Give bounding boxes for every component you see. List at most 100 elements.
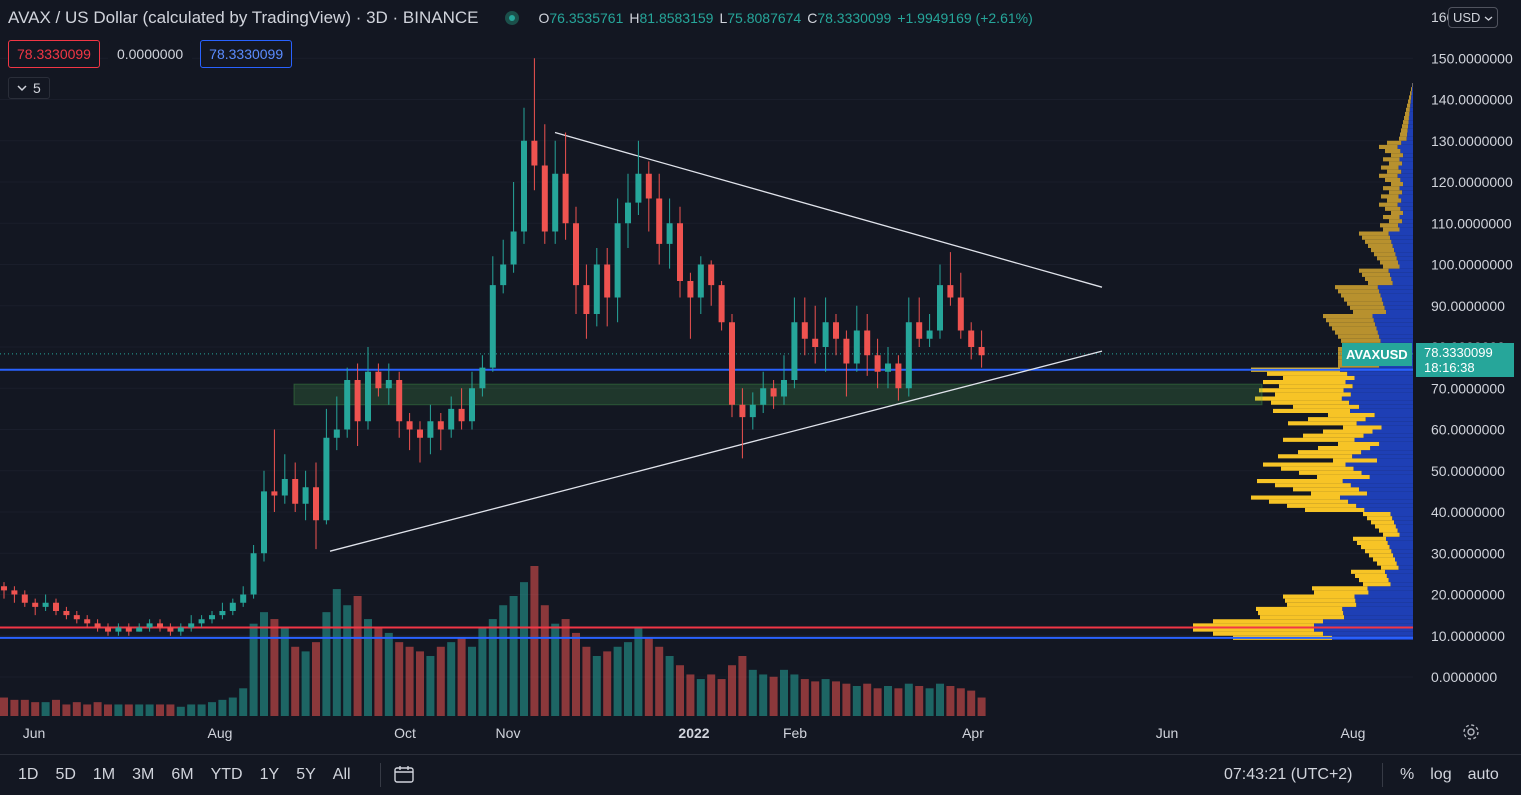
profile-bar xyxy=(1368,590,1413,594)
candle-body xyxy=(136,628,142,632)
grid-lines xyxy=(0,58,1413,677)
candle-body xyxy=(417,430,423,438)
percent-scale-button[interactable]: % xyxy=(1400,766,1414,784)
bid-price-box[interactable]: 78.3330099 xyxy=(8,40,100,68)
candle-body xyxy=(334,430,340,438)
calendar-icon[interactable] xyxy=(394,765,414,783)
indicators-toggle[interactable]: 5 xyxy=(8,77,50,99)
profile-bar xyxy=(1347,302,1383,306)
profile-bar xyxy=(1353,384,1413,388)
candle-body xyxy=(105,628,111,632)
profile-bar xyxy=(1385,306,1413,310)
profile-bar xyxy=(1391,153,1403,157)
profile-bar xyxy=(1385,178,1400,182)
profile-bar xyxy=(1373,430,1414,434)
profile-bar xyxy=(1343,479,1413,483)
volume-bar xyxy=(177,707,185,716)
profile-bar xyxy=(1394,248,1413,252)
candle-body xyxy=(251,553,257,594)
profile-bar xyxy=(1393,244,1413,248)
profile-bar xyxy=(1393,281,1413,285)
candle-body xyxy=(219,611,225,615)
profile-bar xyxy=(1399,137,1407,141)
candle-body xyxy=(459,409,465,421)
range-button-3m[interactable]: 3M xyxy=(132,766,154,784)
volume-bar xyxy=(582,647,590,716)
profile-bar xyxy=(1305,508,1364,512)
range-button-6m[interactable]: 6M xyxy=(171,766,193,784)
candle-body xyxy=(791,322,797,380)
profile-bar xyxy=(1260,615,1344,619)
upper-trendline xyxy=(555,133,1102,288)
profile-bar xyxy=(1273,409,1350,413)
range-button-5d[interactable]: 5D xyxy=(55,766,75,784)
candle-body xyxy=(635,174,641,203)
candle-body xyxy=(573,223,579,285)
volume-bar xyxy=(146,704,154,716)
candle-body xyxy=(781,380,787,397)
profile-bar xyxy=(1355,574,1387,578)
volume-bar xyxy=(645,638,653,716)
range-button-all[interactable]: All xyxy=(333,766,351,784)
symbol-title[interactable]: AVAX / US Dollar (calculated by TradingV… xyxy=(8,8,479,28)
profile-bar xyxy=(1391,182,1403,186)
clock-timezone[interactable]: 07:43:21 (UTC+2) xyxy=(1224,766,1353,784)
ask-price-box[interactable]: 78.3330099 xyxy=(200,40,292,68)
currency-select[interactable]: USD xyxy=(1448,7,1498,28)
market-status-icon[interactable] xyxy=(505,11,519,25)
volume-bar xyxy=(957,688,965,716)
profile-bar xyxy=(1409,112,1413,116)
gear-icon[interactable] xyxy=(1461,722,1481,742)
candle-body xyxy=(531,141,537,166)
price-tick-label: 110.0000000 xyxy=(1431,215,1512,231)
candle-body xyxy=(542,166,548,232)
profile-bar xyxy=(1338,335,1379,339)
range-button-ytd[interactable]: YTD xyxy=(211,766,243,784)
candle-body xyxy=(511,232,517,265)
profile-bar xyxy=(1263,380,1346,384)
profile-bar xyxy=(1344,298,1382,302)
candle-body xyxy=(760,388,766,405)
profile-bar xyxy=(1332,326,1377,330)
chevron-down-icon xyxy=(1484,15,1493,22)
profile-bar xyxy=(1259,388,1344,392)
range-button-1y[interactable]: 1Y xyxy=(260,766,280,784)
profile-bar xyxy=(1398,203,1413,207)
volume-bar xyxy=(354,596,362,716)
volume-bar xyxy=(208,702,216,716)
range-button-1d[interactable]: 1D xyxy=(18,766,38,784)
volume-bar xyxy=(499,605,507,716)
profile-bar xyxy=(1285,599,1355,603)
candle-body xyxy=(594,265,600,315)
volume-bar xyxy=(572,633,580,716)
profile-bar xyxy=(1400,157,1414,161)
profile-bar xyxy=(1362,236,1390,240)
profile-bar xyxy=(1412,83,1413,87)
candle-body xyxy=(698,265,704,298)
candle-body xyxy=(157,623,163,627)
auto-scale-button[interactable]: auto xyxy=(1468,766,1499,784)
profile-bar xyxy=(1363,512,1391,516)
candle-body xyxy=(11,590,17,594)
chevron-down-icon xyxy=(17,84,27,92)
profile-bar xyxy=(1328,413,1375,417)
profile-bar xyxy=(1267,372,1347,376)
candle-body xyxy=(521,141,527,232)
candle-body xyxy=(199,619,205,623)
range-button-5y[interactable]: 5Y xyxy=(296,766,316,784)
profile-bar xyxy=(1412,91,1413,95)
profile-bar xyxy=(1371,248,1394,252)
profile-bar xyxy=(1298,450,1361,454)
price-tick-label: 50.0000000 xyxy=(1431,463,1505,479)
profile-bar xyxy=(1303,434,1364,438)
log-scale-button[interactable]: log xyxy=(1430,766,1451,784)
candle-body xyxy=(386,380,392,388)
volume-bar xyxy=(728,665,736,716)
candle-body xyxy=(552,174,558,232)
volume-bar xyxy=(676,665,684,716)
range-button-1m[interactable]: 1M xyxy=(93,766,115,784)
profile-bar xyxy=(1408,128,1413,132)
profile-bar xyxy=(1251,496,1340,500)
